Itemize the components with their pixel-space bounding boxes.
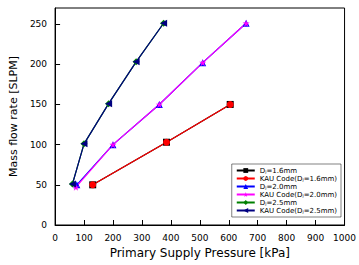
svg-text:Dⱼ=2.5mm: Dⱼ=2.5mm xyxy=(260,199,297,207)
svg-text:200: 200 xyxy=(104,233,121,243)
svg-text:100: 100 xyxy=(30,140,47,150)
svg-text:Dⱼ=1.6mm: Dⱼ=1.6mm xyxy=(260,167,297,175)
svg-text:1000: 1000 xyxy=(333,233,356,243)
svg-text:0: 0 xyxy=(41,220,47,230)
svg-text:600: 600 xyxy=(220,233,237,243)
svg-text:100: 100 xyxy=(75,233,92,243)
svg-text:500: 500 xyxy=(191,233,208,243)
svg-text:Primary Supply Pressure [kPa]: Primary Supply Pressure [kPa] xyxy=(110,246,290,260)
svg-text:250: 250 xyxy=(30,19,47,29)
svg-text:KAU Code(Dⱼ=2.0mm): KAU Code(Dⱼ=2.0mm) xyxy=(260,191,338,199)
svg-text:Dⱼ=2.0mm: Dⱼ=2.0mm xyxy=(260,183,297,191)
svg-text:KAU Code(Dⱼ=1.6mm): KAU Code(Dⱼ=1.6mm) xyxy=(260,175,338,183)
svg-text:KAU Code(Dⱼ=2.5mm): KAU Code(Dⱼ=2.5mm) xyxy=(260,207,338,215)
svg-text:0: 0 xyxy=(52,233,58,243)
svg-text:900: 900 xyxy=(307,233,324,243)
svg-text:400: 400 xyxy=(162,233,179,243)
svg-text:200: 200 xyxy=(30,59,47,69)
svg-text:700: 700 xyxy=(249,233,266,243)
svg-text:Mass flow rate [SLPM]: Mass flow rate [SLPM] xyxy=(7,56,20,177)
svg-text:150: 150 xyxy=(30,99,47,109)
svg-text:50: 50 xyxy=(36,180,48,190)
svg-text:300: 300 xyxy=(133,233,150,243)
svg-text:800: 800 xyxy=(278,233,295,243)
